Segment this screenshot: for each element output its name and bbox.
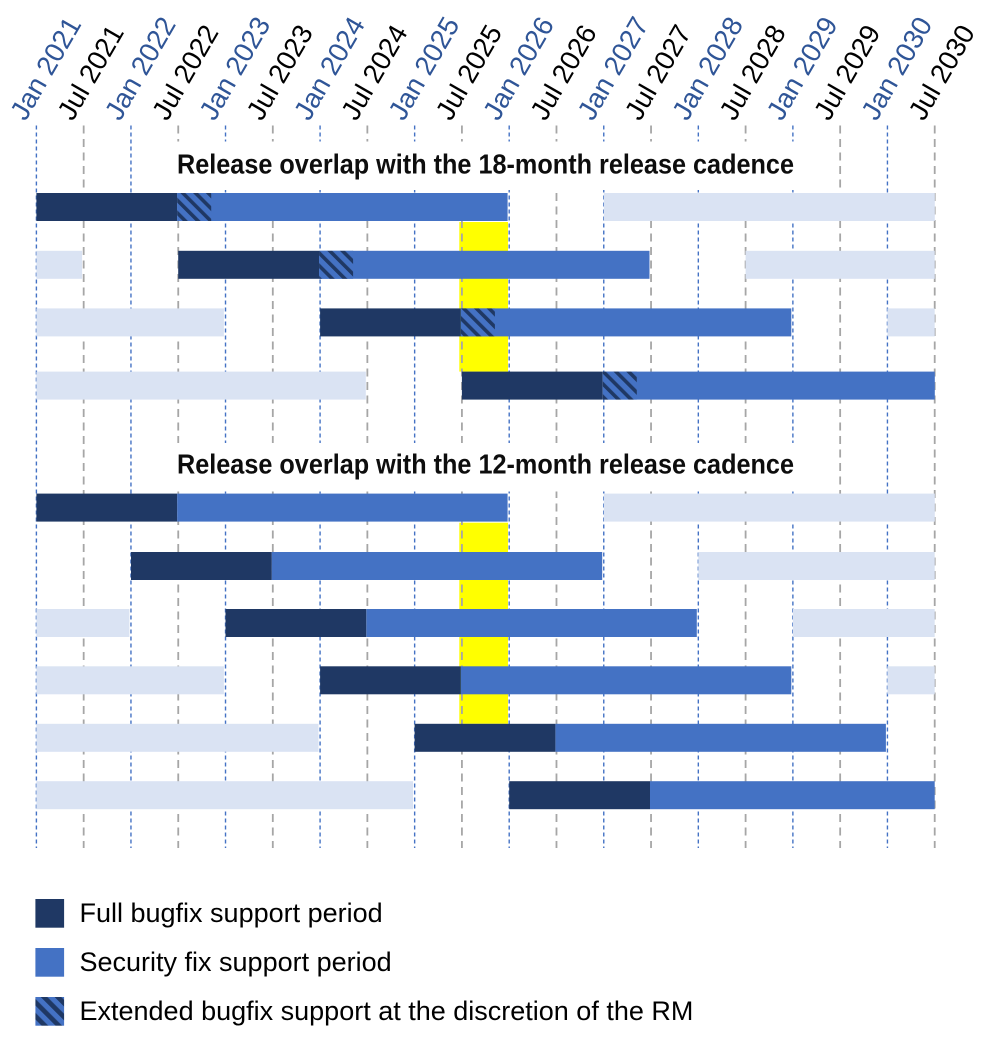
svg-text:Release overlap with the 12-mo: Release overlap with the 12-month releas… <box>177 449 794 480</box>
svg-text:Extended bugfix support at the: Extended bugfix support at the discretio… <box>80 996 694 1026</box>
svg-text:Release overlap with the 18-mo: Release overlap with the 18-month releas… <box>177 149 794 180</box>
svg-text:Security fix support period: Security fix support period <box>80 947 392 977</box>
svg-text:Full bugfix support period: Full bugfix support period <box>80 898 383 928</box>
